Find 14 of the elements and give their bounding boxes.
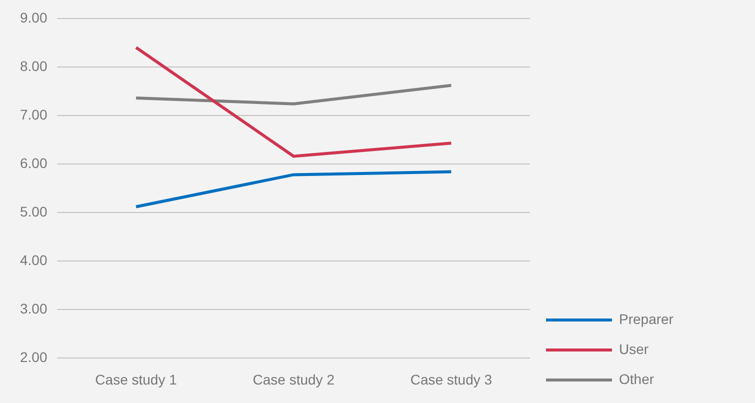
legend-label: Preparer <box>619 310 674 327</box>
x-tick-label: Case study 3 <box>410 371 492 388</box>
y-tick-label: 7.00 <box>20 106 48 122</box>
legend-label: Other <box>619 370 654 387</box>
y-tick-label: 6.00 <box>20 154 48 171</box>
y-tick-label: 5.00 <box>20 203 48 220</box>
y-tick-label: 9.00 <box>20 9 48 26</box>
y-tick-label: 2.00 <box>20 349 48 366</box>
y-tick-label: 4.00 <box>20 252 48 268</box>
legend-label: User <box>619 340 649 357</box>
y-tick-label: 8.00 <box>20 58 48 74</box>
y-tick-label: 3.00 <box>20 300 48 317</box>
x-tick-label: Case study 1 <box>95 371 178 388</box>
x-tick-label: Case study 2 <box>252 371 335 388</box>
